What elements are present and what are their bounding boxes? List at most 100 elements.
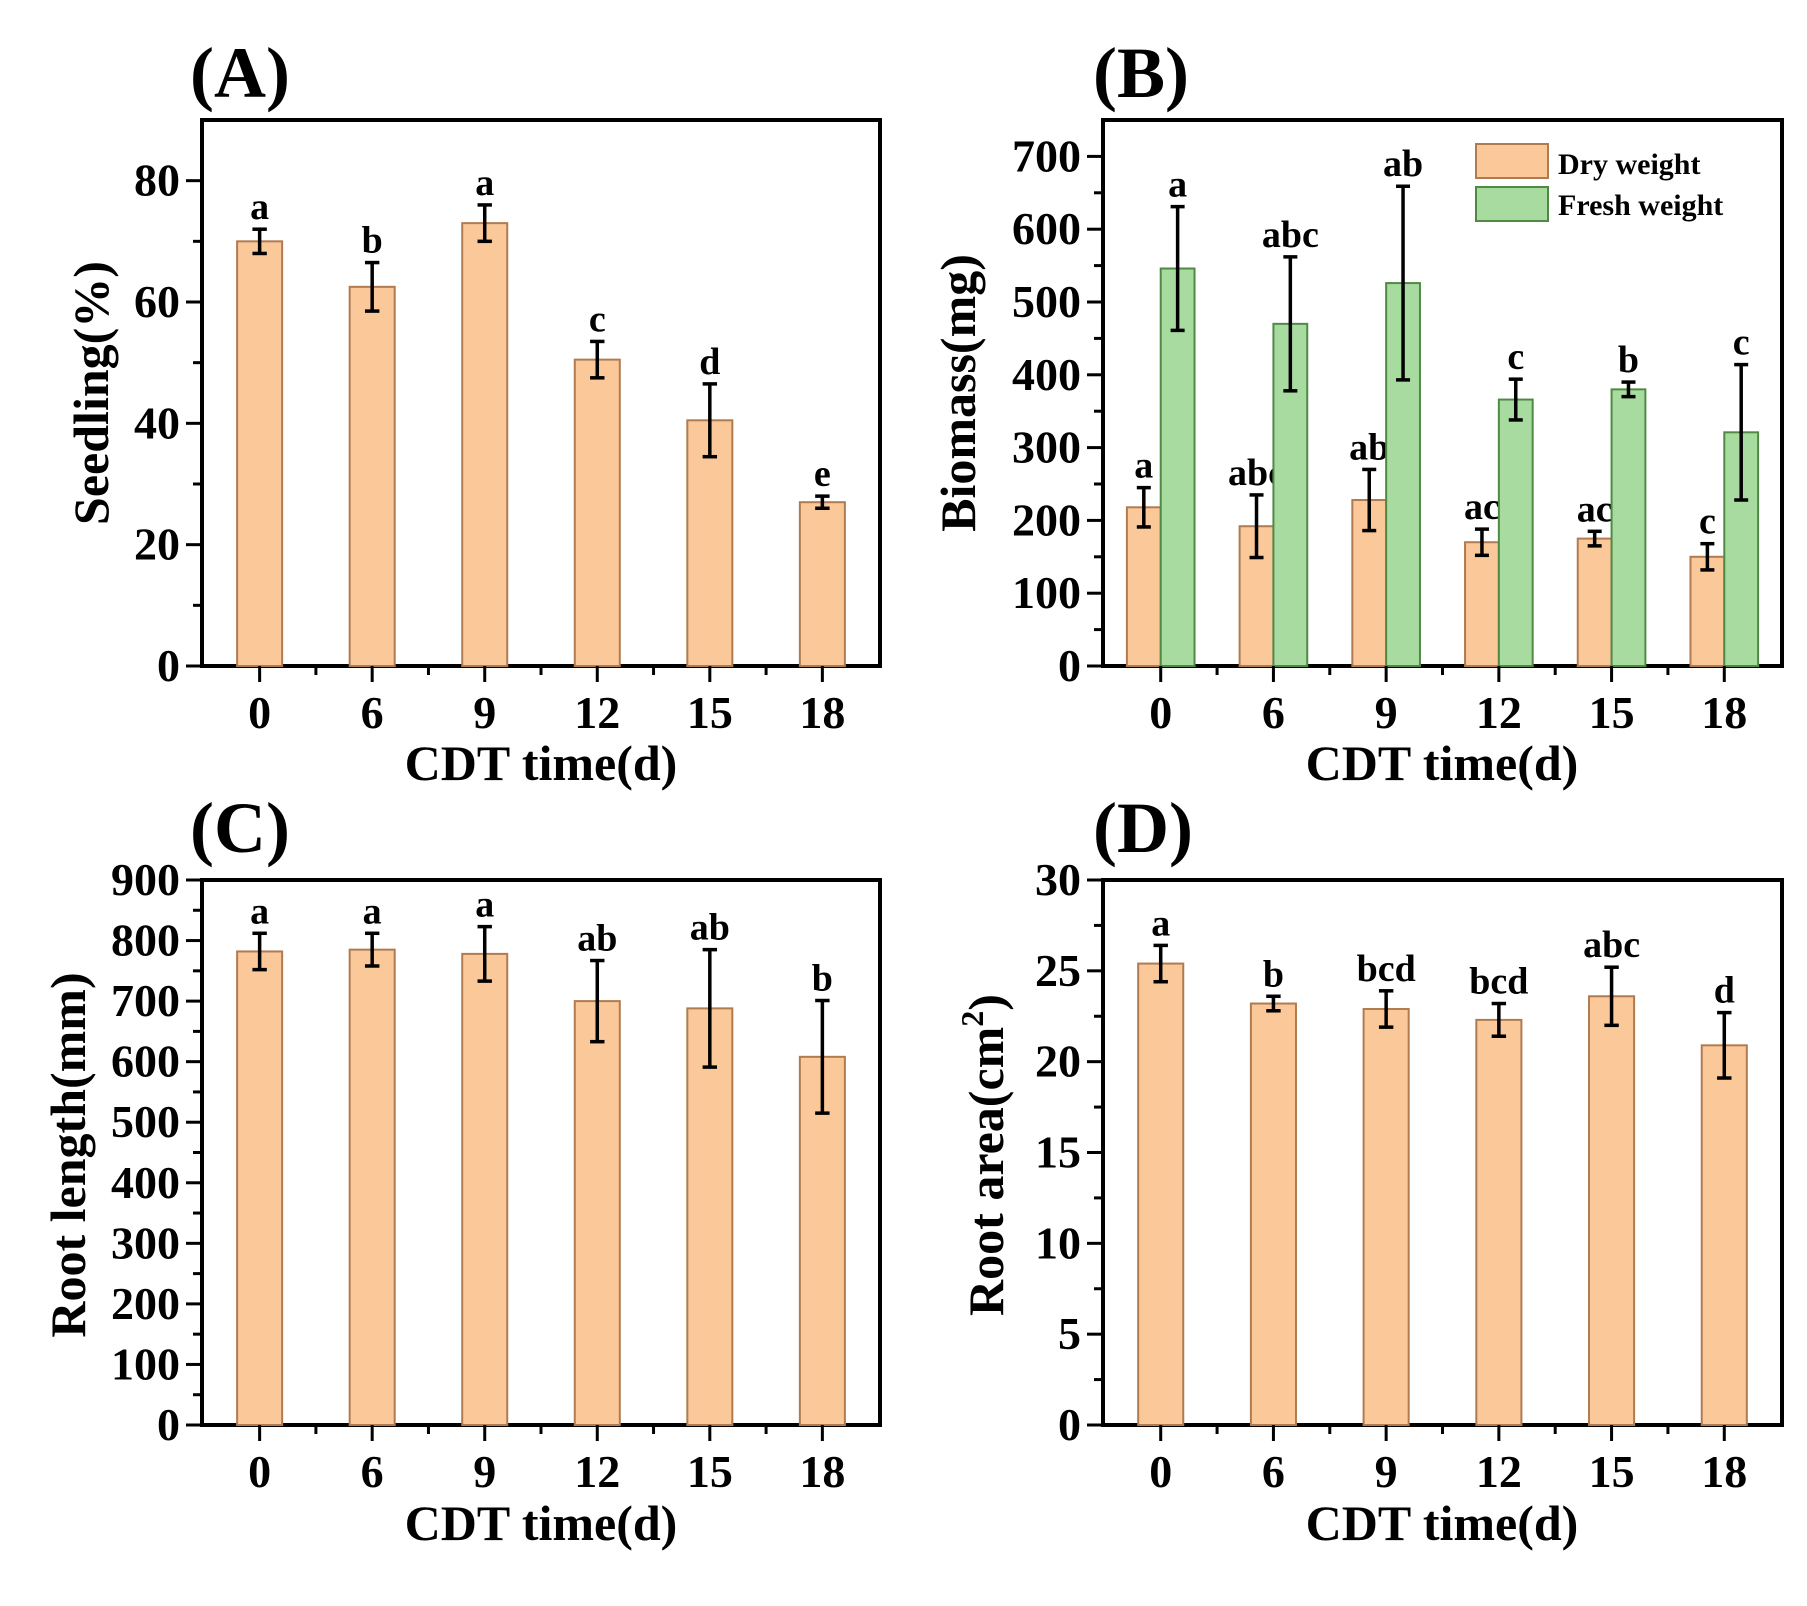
x-axis-title-d: CDT time(d)	[1306, 1495, 1579, 1551]
y-tick-label: 100	[1012, 567, 1081, 618]
significance-label: ac	[1464, 486, 1500, 528]
plot-frame-d	[1101, 878, 1784, 1427]
significance-label: bcd	[1357, 948, 1416, 990]
significance-label: ab	[690, 907, 730, 949]
y-axis-a: 0 20 40 60 80	[134, 155, 202, 691]
legend-label-dry: Dry weight	[1558, 148, 1700, 181]
y-tick-label: 5	[1058, 1308, 1081, 1359]
x-tick-label: 18	[1701, 687, 1747, 738]
y-tick-label: 25	[1035, 945, 1081, 996]
significance-label: ab	[577, 918, 617, 960]
bars-d: a b bcd bcd abc d	[1137, 902, 1748, 1427]
bar-c-dry-15	[686, 1007, 734, 1427]
y-tick-label: 800	[111, 915, 180, 966]
y-tick-label: 40	[134, 397, 180, 448]
x-tick-label: 6	[1262, 1446, 1285, 1497]
x-tick-label: 0	[1149, 687, 1172, 738]
panel-label-c: (C)	[190, 788, 290, 868]
panel-c: (C) 0 100 200 300 400 500 600 700 800 900 a a a ab ab…	[40, 788, 882, 1551]
bar-d-dry-9	[1362, 1007, 1410, 1426]
significance-label: abc	[1583, 924, 1640, 966]
x-tick-label: 12	[574, 687, 620, 738]
bar-b-fresh-0	[1159, 267, 1196, 667]
y-axis-title-a: Seedling(%)	[63, 261, 119, 525]
bar-b-fresh-12	[1497, 398, 1534, 667]
legend-swatch-fresh	[1475, 186, 1549, 222]
y-tick-label: 400	[111, 1157, 180, 1208]
significance-label: a	[1151, 902, 1170, 944]
significance-label: a	[250, 186, 269, 228]
panel-label-b: (B)	[1093, 33, 1189, 113]
significance-label: c	[1507, 336, 1524, 378]
y-axis-title-d-sup: 2	[954, 1011, 990, 1027]
y-tick-label: 20	[1035, 1036, 1081, 1087]
x-axis-title-b: CDT time(d)	[1306, 735, 1579, 791]
bar-d-dry-6	[1249, 1002, 1297, 1426]
significance-label: a	[475, 162, 494, 204]
y-tick-label: 0	[1058, 1399, 1081, 1450]
y-axis-title-d-main: Root area(cm	[958, 1027, 1014, 1316]
y-tick-label: 700	[1012, 130, 1081, 181]
y-axis-b: 0 100 200 300 400 500 600 700	[1012, 130, 1103, 691]
x-axis-b: 0 6 9 12 15 18	[1149, 666, 1747, 738]
panel-label-a: (A)	[190, 33, 290, 113]
y-tick-label: 0	[1058, 640, 1081, 691]
y-tick-label: 0	[157, 1399, 180, 1450]
significance-label: ab	[1349, 426, 1389, 468]
bar-a-dry-0	[236, 240, 284, 667]
y-tick-label: 500	[1012, 276, 1081, 327]
x-tick-label: 9	[1375, 687, 1398, 738]
y-axis-d: 0 5 10 15 20 25 30	[1035, 854, 1103, 1450]
x-tick-label: 9	[1375, 1446, 1398, 1497]
y-tick-label: 80	[134, 155, 180, 206]
bar-d-dry-18	[1700, 1044, 1748, 1426]
bar-c-dry-0	[236, 950, 284, 1426]
y-tick-label: 600	[1012, 203, 1081, 254]
bar-a-dry-12	[573, 358, 621, 667]
x-axis-title-a: CDT time(d)	[405, 735, 678, 791]
bar-c-dry-9	[461, 952, 509, 1427]
y-axis-title-d: Root area(cm2)	[954, 994, 1014, 1316]
y-tick-label: 500	[111, 1096, 180, 1147]
panel-label-d: (D)	[1093, 788, 1193, 868]
significance-label: e	[814, 453, 831, 495]
x-tick-label: 15	[687, 687, 733, 738]
significance-label: a	[1168, 164, 1187, 206]
significance-label: c	[589, 298, 606, 340]
y-tick-label: 100	[111, 1338, 180, 1389]
y-axis-title-c: Root length(mm)	[40, 972, 96, 1337]
bar-b-dry-12	[1464, 541, 1500, 667]
bar-c-dry-12	[573, 1000, 621, 1426]
significance-label: b	[812, 958, 833, 1000]
x-tick-label: 18	[1701, 1446, 1747, 1497]
y-tick-label: 10	[1035, 1217, 1081, 1268]
y-tick-label: 20	[134, 519, 180, 570]
bar-b-dry-0	[1125, 506, 1162, 667]
y-tick-label: 400	[1012, 349, 1081, 400]
x-tick-label: 6	[361, 687, 384, 738]
y-axis-title-b: Biomass(mg)	[930, 254, 986, 532]
x-tick-label: 12	[1476, 687, 1522, 738]
significance-label: d	[699, 341, 720, 383]
y-tick-label: 60	[134, 276, 180, 327]
y-tick-label: 30	[1035, 854, 1081, 905]
x-axis-c: 0 6 9 12 15 18	[248, 1425, 845, 1497]
bar-a-dry-9	[461, 222, 509, 667]
bar-a-dry-6	[348, 285, 396, 667]
x-axis-d: 0 6 9 12 15 18	[1149, 1425, 1747, 1497]
legend: Dry weight Fresh weight	[1475, 143, 1723, 222]
bars-a: a b a c d e	[236, 162, 846, 668]
x-tick-label: 15	[1589, 1446, 1635, 1497]
y-tick-label: 600	[111, 1036, 180, 1087]
x-tick-label: 9	[473, 1446, 496, 1497]
bar-d-dry-12	[1475, 1018, 1523, 1427]
significance-label: a	[363, 890, 382, 932]
y-tick-label: 0	[157, 640, 180, 691]
x-tick-label: 18	[799, 687, 845, 738]
y-axis-title-d-end: )	[958, 994, 1014, 1011]
bar-d-dry-0	[1137, 962, 1185, 1426]
y-tick-label: 300	[111, 1217, 180, 1268]
x-tick-label: 6	[1262, 687, 1285, 738]
